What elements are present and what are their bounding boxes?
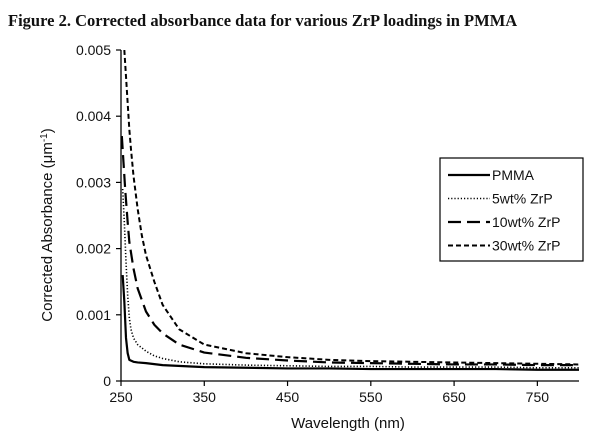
- series-line-30wt-zrp: [123, 50, 579, 366]
- y-axis-label-superscript: -1: [39, 133, 50, 142]
- axes: [120, 50, 579, 382]
- axis-ticks: 0 0.001 0.002 0.003 0.004 0.005 250 350 450 550 65…: [76, 42, 549, 405]
- legend-label: 30wt% ZrP: [492, 238, 560, 254]
- x-tick-label: 650: [442, 389, 466, 405]
- x-tick-label: 250: [109, 389, 133, 405]
- x-tick-label: 750: [526, 389, 550, 405]
- series-line-pmma: [121, 275, 579, 371]
- y-tick-label: 0.005: [76, 42, 111, 58]
- y-axis-label-main: Corrected Absorbance (μm: [39, 142, 56, 322]
- y-tick-label: 0.003: [76, 174, 111, 190]
- figure-title: Figure 2. Corrected absorbance data for …: [8, 11, 518, 30]
- legend-label: PMMA: [492, 167, 535, 183]
- y-tick-label: 0: [103, 373, 111, 389]
- y-axis-label: Corrected Absorbance (μm-1): [39, 128, 57, 321]
- legend: PMMA 5wt% ZrP 10wt% ZrP 30wt% ZrP: [439, 157, 584, 262]
- y-axis-label-end: ): [39, 128, 56, 133]
- legend-label: 10wt% ZrP: [492, 214, 560, 230]
- legend-label: 5wt% ZrP: [492, 191, 553, 207]
- x-tick-label: 550: [359, 389, 383, 405]
- x-axis-label: Wavelength (nm): [291, 415, 405, 432]
- y-tick-label: 0.001: [76, 307, 111, 323]
- y-tick-label: 0.002: [76, 241, 111, 257]
- x-tick-label: 450: [276, 389, 300, 405]
- y-tick-label: 0.004: [76, 108, 111, 124]
- x-tick-label: 350: [193, 389, 217, 405]
- series-lines: [121, 50, 579, 371]
